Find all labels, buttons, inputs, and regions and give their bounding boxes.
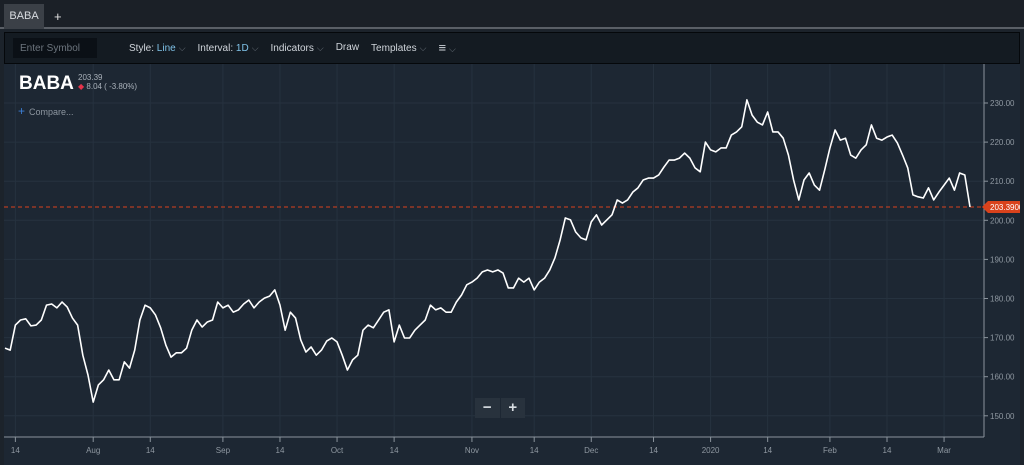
x-tick-label: Aug [86,446,100,455]
x-tick-label: Mar [937,446,951,455]
x-tick-label: 14 [763,446,772,455]
y-tick-label: 170.00 [990,334,1015,343]
last-price-label: 203.3900 [990,203,1020,212]
chevron-down-icon: ⌵ [178,43,186,53]
draw-button[interactable]: Draw [335,42,360,53]
tab-bar: BABA + [0,0,1024,29]
templates-dropdown[interactable]: Templates ⌵ [371,33,426,63]
x-tick-label: 14 [276,446,285,455]
y-tick-label: 220.00 [990,138,1015,147]
price-change-value: 8.04 ( -3.80%) [86,82,138,91]
y-tick-label: 200.00 [990,216,1015,225]
x-tick-label: Oct [331,446,344,455]
x-tick-label: 14 [649,446,658,455]
price-change: ◆ 8.04 ( -3.80%) [78,82,137,91]
last-price-marker [982,201,1020,214]
chart-symbol: BABA [19,73,74,94]
chevron-down-icon: ⌵ [419,43,427,53]
x-tick-label: Sep [216,446,231,455]
x-tick-label: 14 [883,446,892,455]
down-diamond-icon: ◆ [78,82,85,91]
y-tick-label: 190.00 [990,255,1015,264]
interval-label: Interval: [197,43,234,54]
x-tick-label: 14 [530,446,539,455]
style-label: Style: [129,43,155,54]
compare-label: Compare... [29,107,74,117]
x-tick-label: 14 [146,446,155,455]
menu-button[interactable]: ≡ ⌵ [438,33,455,63]
hamburger-icon: ≡ [438,40,447,55]
interval-value: 1D [235,43,249,54]
zoom-out-button[interactable]: − [475,398,501,418]
last-price: 203.39 [78,73,103,82]
y-tick-label: 180.00 [990,295,1015,304]
plus-icon: + [18,104,26,118]
x-tick-label: Nov [465,446,479,455]
x-tick-label: Feb [823,446,837,455]
y-tick-label: 160.00 [990,373,1015,382]
templates-label: Templates [371,43,417,54]
compare-button[interactable]: + Compare... [18,104,74,118]
x-tick-label: 14 [11,446,20,455]
price-line [4,99,971,403]
chart-toolbar: Style: Line⌵ Interval: 1D⌵ Indicators⌵ D… [4,32,1020,64]
indicators-label: Indicators [270,43,314,54]
interval-dropdown[interactable]: Interval: 1D ⌵ [198,33,259,63]
style-value: Line [156,43,176,54]
add-tab-button[interactable]: + [54,9,62,24]
tab-baba[interactable]: BABA [4,4,44,29]
y-tick-label: 230.00 [990,99,1015,108]
chevron-down-icon: ⌵ [316,43,324,53]
zoom-controls: − + [475,398,525,418]
price-chart[interactable]: 150.00 160.00 170.00 180.00 190.00 200.00 210.… [4,64,1020,465]
chevron-down-icon: ⌵ [251,43,259,53]
symbol-input[interactable] [13,38,97,58]
quote-box: 203.39 ◆ 8.04 ( -3.80%) [78,73,137,91]
zoom-in-button[interactable]: + [508,399,518,416]
chart-canvas[interactable]: 150.00 160.00 170.00 180.00 190.00 200.00 210.… [4,64,1020,465]
toolbar-items: Style: Line ⌵ Interval: 1D ⌵ Indicators ⌵ D… [129,33,456,63]
x-tick-label: 14 [390,446,399,455]
y-tick-label: 210.00 [990,177,1015,186]
chevron-down-icon: ⌵ [449,44,456,54]
x-tick-label: Dec [584,446,598,455]
x-tick-label: 2020 [702,446,720,455]
indicators-dropdown[interactable]: Indicators ⌵ [271,33,324,63]
y-tick-label: 150.00 [990,412,1015,421]
style-dropdown[interactable]: Style: Line ⌵ [129,33,186,63]
